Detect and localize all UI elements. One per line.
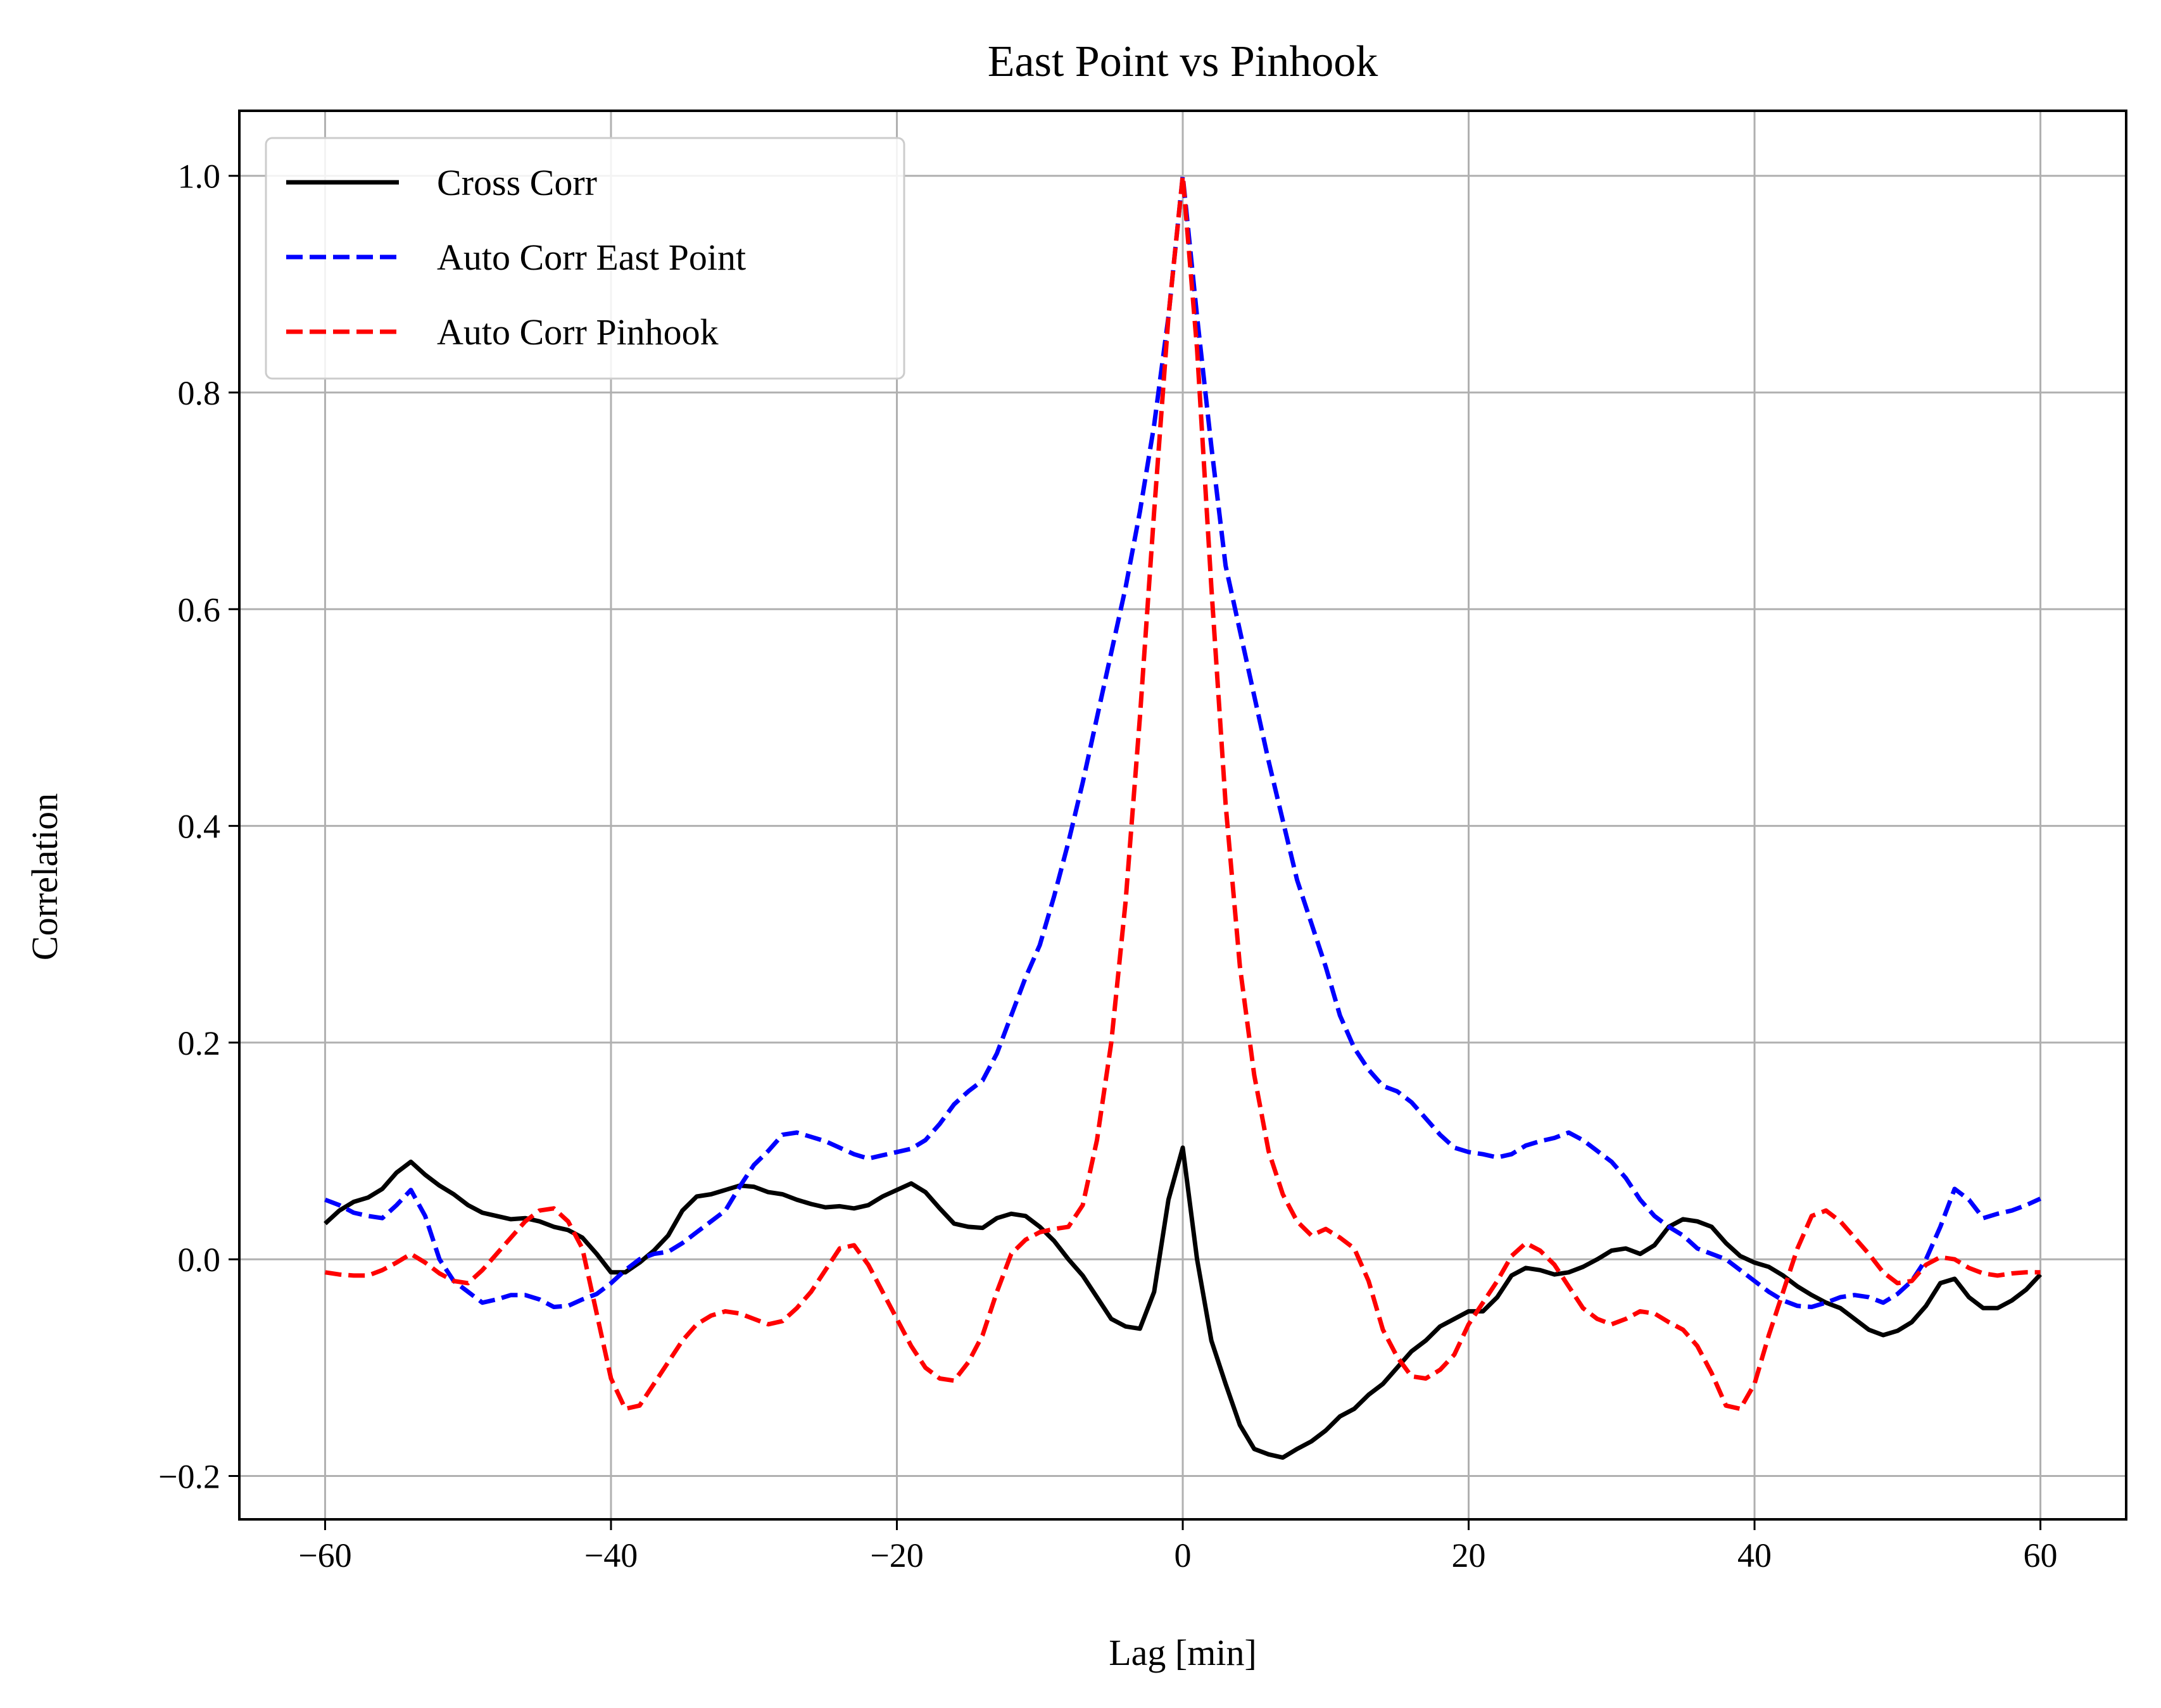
series-line-cross-corr bbox=[324, 1145, 2043, 1460]
y-axis-label: Correlation bbox=[24, 793, 65, 960]
x-tick-label: −60 bbox=[298, 1536, 351, 1574]
axis-ticks: −60 −40 −20 0 20 40 60 −0.2 0.0 0.2 0.4 0.6 0.8 1.0 bbox=[158, 158, 2058, 1574]
legend-box bbox=[265, 137, 905, 380]
x-tick-label: 40 bbox=[1737, 1536, 1772, 1574]
y-tick-label: 0.0 bbox=[178, 1241, 221, 1279]
plot-series bbox=[324, 173, 2043, 1460]
x-tick-label: 0 bbox=[1175, 1536, 1192, 1574]
chart-title: East Point vs Pinhook bbox=[988, 37, 1378, 86]
series-line-auto-corr-pinhook bbox=[324, 173, 2041, 1411]
series-line-auto-corr-east-point bbox=[324, 173, 2041, 1309]
y-tick-label: 0.8 bbox=[178, 374, 221, 412]
x-axis-label: Lag [min] bbox=[1109, 1632, 1257, 1673]
y-tick-label: −0.2 bbox=[158, 1458, 220, 1496]
legend-label-auto-corr-pinhook: Auto Corr Pinhook bbox=[437, 311, 719, 353]
x-tick-label: −40 bbox=[584, 1536, 638, 1574]
y-tick-label: 0.4 bbox=[178, 808, 221, 846]
x-tick-label: −20 bbox=[870, 1536, 923, 1574]
y-tick-label: 1.0 bbox=[178, 158, 221, 196]
y-tick-label: 0.6 bbox=[178, 591, 221, 629]
legend-label-cross-corr: Cross Corr bbox=[437, 162, 597, 203]
legend-label-auto-corr-east-point: Auto Corr East Point bbox=[437, 237, 746, 278]
y-tick-label: 0.2 bbox=[178, 1024, 221, 1062]
x-tick-label: 20 bbox=[1452, 1536, 1486, 1574]
x-tick-label: 60 bbox=[2024, 1536, 2058, 1574]
legend: Cross Corr Auto Corr East Point Auto Corr … bbox=[265, 137, 905, 380]
